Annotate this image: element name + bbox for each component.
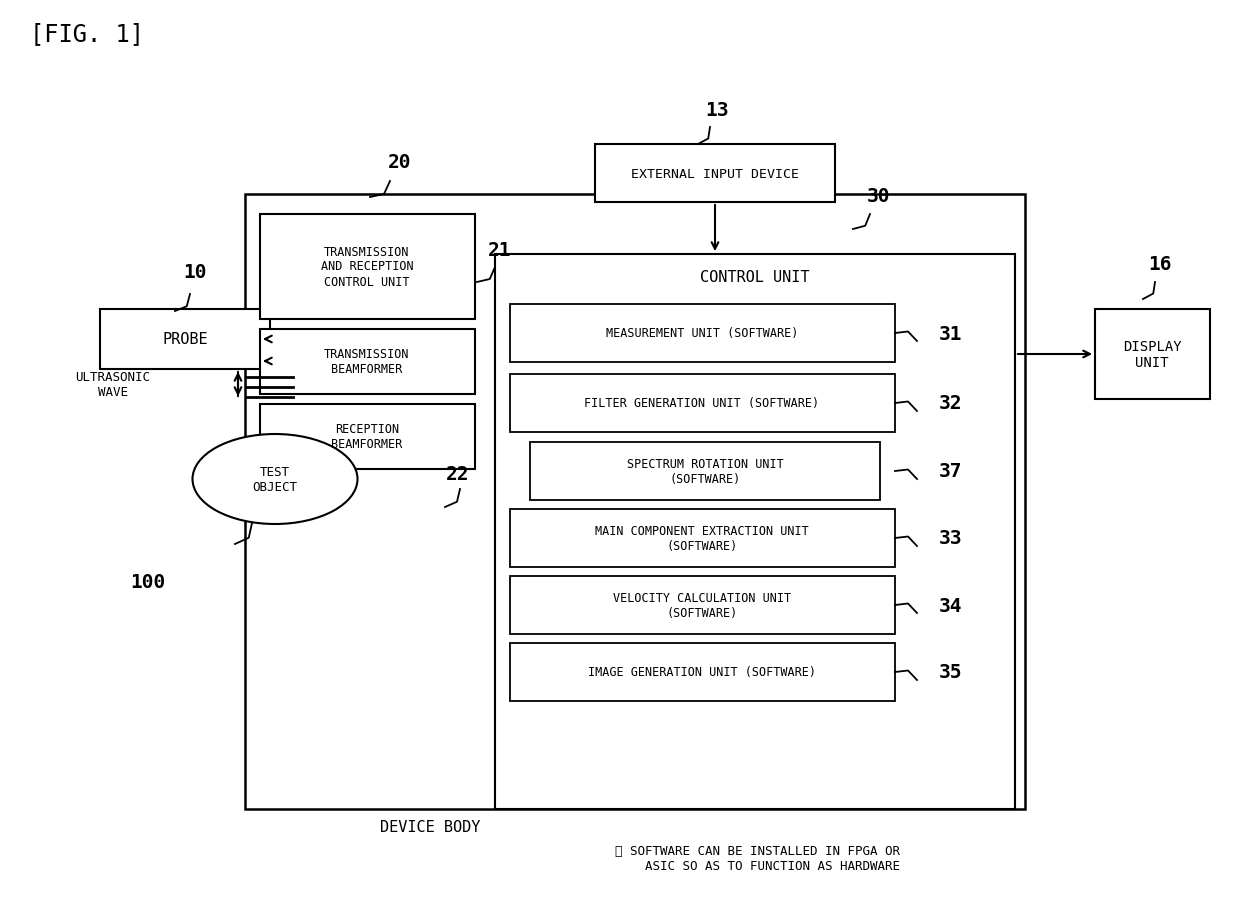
Text: 30: 30 xyxy=(866,187,890,206)
Text: 33: 33 xyxy=(938,529,961,548)
Text: 35: 35 xyxy=(938,663,961,682)
Text: FILTER GENERATION UNIT (SOFTWARE): FILTER GENERATION UNIT (SOFTWARE) xyxy=(585,397,819,410)
Text: [FIG. 1]: [FIG. 1] xyxy=(30,22,144,46)
Bar xyxy=(510,509,895,567)
Bar xyxy=(496,255,1015,809)
Bar xyxy=(530,442,880,500)
Text: VELOCITY CALCULATION UNIT
(SOFTWARE): VELOCITY CALCULATION UNIT (SOFTWARE) xyxy=(613,591,790,619)
Bar xyxy=(510,304,895,363)
Text: 32: 32 xyxy=(938,394,961,413)
Ellipse shape xyxy=(192,434,358,525)
Bar xyxy=(100,310,270,369)
Text: IMAGE GENERATION UNIT (SOFTWARE): IMAGE GENERATION UNIT (SOFTWARE) xyxy=(589,666,817,679)
Text: DEVICE BODY: DEVICE BODY xyxy=(380,820,481,834)
Text: TRANSMISSION
AND RECEPTION
CONTROL UNIT: TRANSMISSION AND RECEPTION CONTROL UNIT xyxy=(321,246,414,288)
Text: TRANSMISSION
BEAMFORMER: TRANSMISSION BEAMFORMER xyxy=(325,348,410,376)
Text: EXTERNAL INPUT DEVICE: EXTERNAL INPUT DEVICE xyxy=(631,167,799,181)
Text: 13: 13 xyxy=(705,100,729,119)
Bar xyxy=(510,375,895,433)
Bar xyxy=(260,330,475,395)
Text: 16: 16 xyxy=(1149,256,1172,275)
Text: 10: 10 xyxy=(183,262,207,281)
Text: MEASUREMENT UNIT (SOFTWARE): MEASUREMENT UNIT (SOFTWARE) xyxy=(606,327,798,340)
Text: SPECTRUM ROTATION UNIT
(SOFTWARE): SPECTRUM ROTATION UNIT (SOFTWARE) xyxy=(627,458,783,486)
Bar xyxy=(510,643,895,702)
Text: TEST
OBJECT: TEST OBJECT xyxy=(253,465,297,493)
Text: 31: 31 xyxy=(938,324,961,343)
Text: ULTRASONIC
WAVE: ULTRASONIC WAVE xyxy=(76,370,150,398)
Bar xyxy=(260,405,475,470)
Text: PROBE: PROBE xyxy=(162,332,208,347)
Bar xyxy=(595,144,835,203)
Text: RECEPTION
BEAMFORMER: RECEPTION BEAMFORMER xyxy=(331,423,403,451)
Text: 22: 22 xyxy=(446,465,470,484)
Text: 21: 21 xyxy=(488,240,512,259)
Text: 100: 100 xyxy=(130,572,166,591)
Bar xyxy=(245,195,1025,809)
Text: 20: 20 xyxy=(388,154,411,172)
Bar xyxy=(510,576,895,634)
Text: CONTROL UNIT: CONTROL UNIT xyxy=(700,270,810,285)
Text: MAIN COMPONENT EXTRACTION UNIT
(SOFTWARE): MAIN COMPONENT EXTRACTION UNIT (SOFTWARE… xyxy=(595,525,809,553)
Bar xyxy=(1095,310,1211,399)
Text: ※ SOFTWARE CAN BE INSTALLED IN FPGA OR
    ASIC SO AS TO FUNCTION AS HARDWARE: ※ SOFTWARE CAN BE INSTALLED IN FPGA OR A… xyxy=(615,844,900,872)
Text: 34: 34 xyxy=(938,596,961,615)
Text: 37: 37 xyxy=(938,462,961,481)
Text: DISPLAY
UNIT: DISPLAY UNIT xyxy=(1123,340,1181,369)
Bar xyxy=(260,215,475,320)
